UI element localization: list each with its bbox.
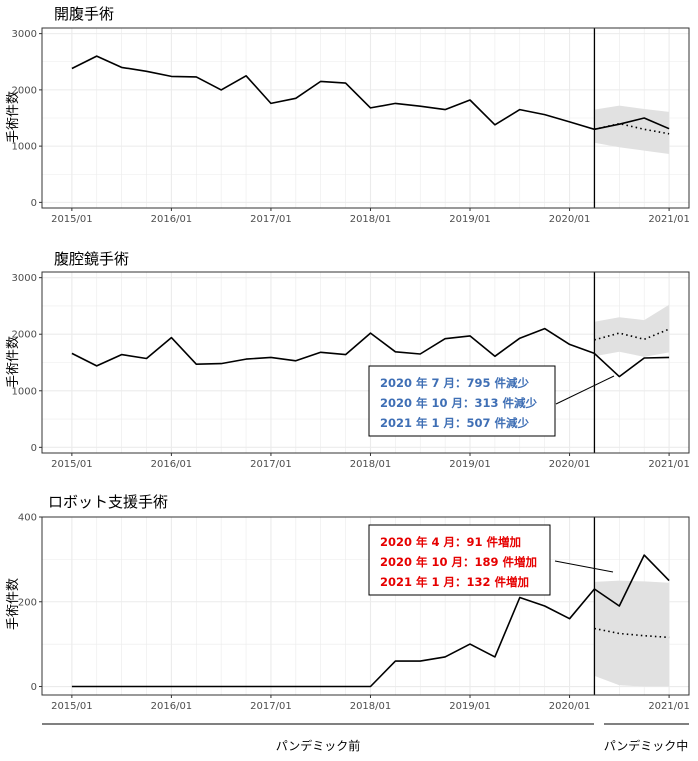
panel-border bbox=[41, 516, 690, 696]
annotation-increase-leader bbox=[554, 560, 614, 573]
panel-title-robotic-surgery: ロボット支援手術 bbox=[48, 493, 168, 511]
annotation-decrease-box bbox=[368, 365, 556, 437]
confidence-band bbox=[594, 580, 670, 687]
y-axis-label-laparoscopic: 手術件数 bbox=[6, 336, 21, 388]
observed-line bbox=[71, 554, 670, 688]
counterfactual-line bbox=[594, 627, 670, 639]
chart-panel-2: 0 200 400 2015/01 2016/01 2017/01 2018/01 2019/… bbox=[18, 513, 690, 713]
y-tick-label: 2000 bbox=[12, 85, 37, 96]
x-tick-label: 2018/01 bbox=[350, 214, 392, 225]
panel-background bbox=[42, 517, 689, 695]
pandemic-label: パンデミック中 bbox=[604, 738, 689, 753]
x-tick-label: 2015/01 bbox=[51, 459, 93, 470]
annotation-decrease: 2020 年 7 月：795 件減少 2020 年 10 月：313 件減少 2… bbox=[368, 365, 615, 437]
y-tick-label: 0 bbox=[31, 443, 37, 454]
confidence-band bbox=[594, 105, 670, 154]
y-tick-label: 3000 bbox=[12, 29, 37, 40]
x-tick-label: 2018/01 bbox=[350, 459, 392, 470]
chart-panel-1: 0 1000 2000 3000 2015/01 2016/01 2017/01 2018/0… bbox=[12, 271, 690, 470]
x-tick-label: 2021/01 bbox=[648, 459, 690, 470]
annotation-increase-box bbox=[368, 524, 551, 596]
confidence-band bbox=[594, 304, 670, 357]
pre-pandemic-label: パンデミック前 bbox=[276, 738, 361, 753]
x-tick-label: 2020/01 bbox=[549, 214, 591, 225]
x-tick-label: 2015/01 bbox=[51, 214, 93, 225]
x-tick-label: 2020/01 bbox=[549, 701, 591, 712]
y-tick-label: 1000 bbox=[12, 386, 37, 397]
x-tick-label: 2019/01 bbox=[449, 701, 491, 712]
annotation-decrease-line-1: 2020 年 7 月：795 件減少 bbox=[380, 376, 530, 390]
x-tick-label: 2019/01 bbox=[449, 214, 491, 225]
annotation-increase-line-1: 2020 年 4 月：91 件増加 bbox=[380, 535, 521, 549]
y-tick-label: 0 bbox=[31, 198, 37, 209]
x-tick-label: 2016/01 bbox=[151, 459, 193, 470]
x-tick-label: 2021/01 bbox=[648, 214, 690, 225]
y-tick-label: 1000 bbox=[12, 142, 37, 153]
observed-line bbox=[71, 327, 670, 378]
x-tick-label: 2018/01 bbox=[350, 701, 392, 712]
y-tick-label: 400 bbox=[18, 513, 37, 524]
x-tick-label: 2020/01 bbox=[549, 459, 591, 470]
x-tick-label: 2021/01 bbox=[648, 701, 690, 712]
counterfactual-line bbox=[594, 328, 670, 341]
y-tick-label: 200 bbox=[18, 597, 37, 608]
x-tick-label: 2019/01 bbox=[449, 459, 491, 470]
x-tick-label: 2017/01 bbox=[250, 214, 292, 225]
panel-border bbox=[41, 271, 690, 454]
annotation-increase-line-2: 2020 年 10 月：189 件増加 bbox=[380, 555, 537, 569]
annotation-decrease-line-3: 2021 年 1 月：507 件減少 bbox=[380, 416, 530, 430]
y-axis-label-robotic: 手術件数 bbox=[6, 578, 21, 630]
annotation-increase: 2020 年 4 月：91 件増加 2020 年 10 月：189 件増加 20… bbox=[368, 524, 614, 596]
observed-line bbox=[71, 55, 670, 131]
x-tick-label: 2016/01 bbox=[151, 701, 193, 712]
x-tick-label: 2017/01 bbox=[250, 459, 292, 470]
y-tick-label: 3000 bbox=[12, 273, 37, 284]
x-tick-label: 2016/01 bbox=[151, 214, 193, 225]
y-tick-label: 0 bbox=[31, 682, 37, 693]
x-tick-label: 2017/01 bbox=[250, 701, 292, 712]
annotation-decrease-leader bbox=[555, 375, 615, 405]
y-axis-label-open: 手術件数 bbox=[6, 91, 21, 143]
x-tick-label: 2015/01 bbox=[51, 701, 93, 712]
panel-title-laparoscopic-surgery: 腹腔鏡手術 bbox=[54, 250, 129, 268]
counterfactual-line bbox=[594, 122, 670, 135]
panel-title-open-surgery: 開腹手術 bbox=[54, 5, 114, 23]
panel-border bbox=[41, 27, 690, 209]
annotation-increase-line-3: 2021 年 1 月：132 件増加 bbox=[380, 575, 529, 589]
annotation-decrease-line-2: 2020 年 10 月：313 件減少 bbox=[380, 396, 538, 410]
y-tick-label: 2000 bbox=[12, 330, 37, 341]
chart-panel-0: 0 1000 2000 3000 2015/01 2016/01 2017/01 2018/0… bbox=[12, 27, 690, 225]
